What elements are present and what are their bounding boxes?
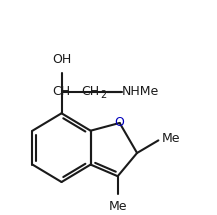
Text: CH: CH — [82, 86, 100, 98]
Text: Me: Me — [108, 200, 127, 213]
Text: O: O — [115, 117, 125, 129]
Text: OH: OH — [52, 53, 71, 66]
Text: CH: CH — [53, 86, 71, 98]
Text: Me: Me — [161, 132, 180, 145]
Text: NHMe: NHMe — [122, 86, 159, 98]
Text: 2: 2 — [100, 90, 107, 100]
